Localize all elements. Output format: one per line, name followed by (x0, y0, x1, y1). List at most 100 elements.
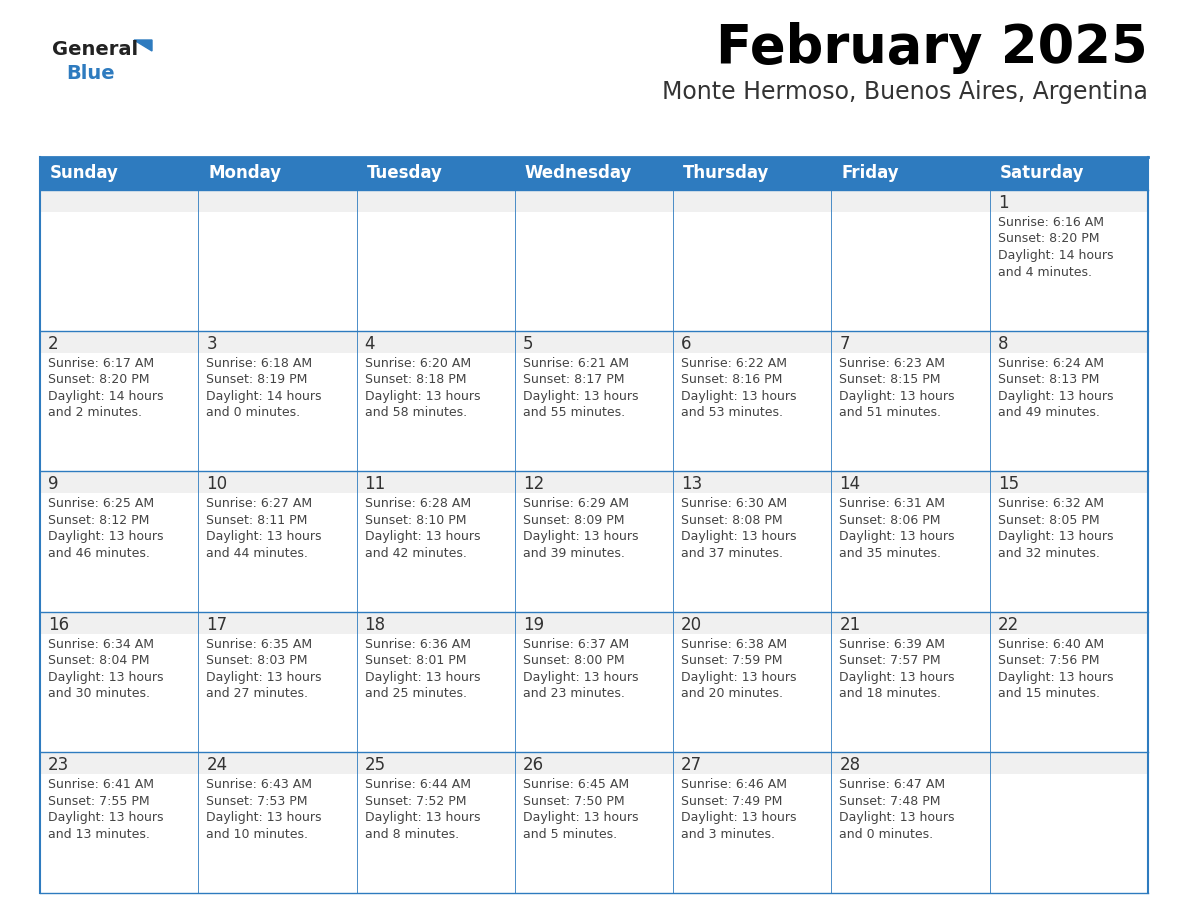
Text: Daylight: 13 hours: Daylight: 13 hours (998, 671, 1113, 684)
Text: Wednesday: Wednesday (525, 164, 632, 183)
Text: Sunset: 8:16 PM: Sunset: 8:16 PM (681, 373, 783, 386)
Text: 10: 10 (207, 476, 227, 493)
Text: and 55 minutes.: and 55 minutes. (523, 406, 625, 420)
Text: and 32 minutes.: and 32 minutes. (998, 547, 1100, 560)
Text: Sunset: 8:20 PM: Sunset: 8:20 PM (48, 373, 150, 386)
Text: Sunrise: 6:32 AM: Sunrise: 6:32 AM (998, 498, 1104, 510)
Text: Thursday: Thursday (683, 164, 770, 183)
Text: 7: 7 (840, 334, 849, 353)
Text: and 3 minutes.: and 3 minutes. (681, 828, 775, 841)
Text: Sunrise: 6:41 AM: Sunrise: 6:41 AM (48, 778, 154, 791)
Text: Daylight: 13 hours: Daylight: 13 hours (365, 812, 480, 824)
Text: Daylight: 13 hours: Daylight: 13 hours (998, 531, 1113, 543)
Text: Sunset: 8:11 PM: Sunset: 8:11 PM (207, 514, 308, 527)
Text: Sunset: 8:06 PM: Sunset: 8:06 PM (840, 514, 941, 527)
Text: Sunrise: 6:18 AM: Sunrise: 6:18 AM (207, 356, 312, 370)
Text: Sunset: 7:50 PM: Sunset: 7:50 PM (523, 795, 625, 808)
Text: Sunset: 7:56 PM: Sunset: 7:56 PM (998, 655, 1099, 667)
Text: 17: 17 (207, 616, 227, 633)
Text: Sunrise: 6:39 AM: Sunrise: 6:39 AM (840, 638, 946, 651)
Text: Sunset: 8:03 PM: Sunset: 8:03 PM (207, 655, 308, 667)
Text: Sunset: 7:53 PM: Sunset: 7:53 PM (207, 795, 308, 808)
Text: Sunrise: 6:38 AM: Sunrise: 6:38 AM (681, 638, 788, 651)
Text: Sunset: 8:04 PM: Sunset: 8:04 PM (48, 655, 150, 667)
Text: Sunset: 8:20 PM: Sunset: 8:20 PM (998, 232, 1099, 245)
Text: Sunset: 8:08 PM: Sunset: 8:08 PM (681, 514, 783, 527)
Text: 9: 9 (48, 476, 58, 493)
Text: Sunset: 8:01 PM: Sunset: 8:01 PM (365, 655, 466, 667)
Text: Sunrise: 6:46 AM: Sunrise: 6:46 AM (681, 778, 788, 791)
Text: and 30 minutes.: and 30 minutes. (48, 688, 150, 700)
Text: Daylight: 13 hours: Daylight: 13 hours (681, 389, 797, 403)
Text: Sunrise: 6:44 AM: Sunrise: 6:44 AM (365, 778, 470, 791)
Text: Sunrise: 6:40 AM: Sunrise: 6:40 AM (998, 638, 1104, 651)
Text: 28: 28 (840, 756, 860, 775)
Text: 4: 4 (365, 334, 375, 353)
Text: Sunrise: 6:31 AM: Sunrise: 6:31 AM (840, 498, 946, 510)
Text: Daylight: 13 hours: Daylight: 13 hours (840, 812, 955, 824)
Text: Sunrise: 6:21 AM: Sunrise: 6:21 AM (523, 356, 628, 370)
Bar (40, 471, 1148, 493)
Text: Daylight: 13 hours: Daylight: 13 hours (523, 531, 638, 543)
Text: Sunrise: 6:25 AM: Sunrise: 6:25 AM (48, 498, 154, 510)
Text: Sunset: 8:10 PM: Sunset: 8:10 PM (365, 514, 466, 527)
Text: Daylight: 13 hours: Daylight: 13 hours (48, 531, 164, 543)
Text: Monte Hermoso, Buenos Aires, Argentina: Monte Hermoso, Buenos Aires, Argentina (662, 80, 1148, 104)
Text: February 2025: February 2025 (716, 22, 1148, 74)
Text: 2: 2 (48, 334, 58, 353)
Text: Daylight: 13 hours: Daylight: 13 hours (998, 389, 1113, 403)
Text: Sunset: 7:59 PM: Sunset: 7:59 PM (681, 655, 783, 667)
Text: Sunset: 7:48 PM: Sunset: 7:48 PM (840, 795, 941, 808)
Text: Daylight: 13 hours: Daylight: 13 hours (681, 671, 797, 684)
Text: Sunrise: 6:22 AM: Sunrise: 6:22 AM (681, 356, 788, 370)
Text: Sunset: 8:19 PM: Sunset: 8:19 PM (207, 373, 308, 386)
Text: Daylight: 13 hours: Daylight: 13 hours (365, 671, 480, 684)
Text: and 37 minutes.: and 37 minutes. (681, 547, 783, 560)
Text: Sunrise: 6:27 AM: Sunrise: 6:27 AM (207, 498, 312, 510)
Text: and 35 minutes.: and 35 minutes. (840, 547, 941, 560)
Text: Sunset: 8:09 PM: Sunset: 8:09 PM (523, 514, 625, 527)
Text: Sunrise: 6:16 AM: Sunrise: 6:16 AM (998, 216, 1104, 229)
Text: Daylight: 13 hours: Daylight: 13 hours (523, 389, 638, 403)
Text: 22: 22 (998, 616, 1019, 633)
Text: Daylight: 13 hours: Daylight: 13 hours (48, 671, 164, 684)
Text: and 39 minutes.: and 39 minutes. (523, 547, 625, 560)
Text: and 13 minutes.: and 13 minutes. (48, 828, 150, 841)
Text: and 0 minutes.: and 0 minutes. (840, 828, 934, 841)
Text: 12: 12 (523, 476, 544, 493)
Text: 1: 1 (998, 194, 1009, 212)
Text: 25: 25 (365, 756, 386, 775)
Text: Sunrise: 6:30 AM: Sunrise: 6:30 AM (681, 498, 788, 510)
Text: 3: 3 (207, 334, 217, 353)
Text: Sunrise: 6:17 AM: Sunrise: 6:17 AM (48, 356, 154, 370)
Text: and 42 minutes.: and 42 minutes. (365, 547, 467, 560)
Text: and 4 minutes.: and 4 minutes. (998, 265, 1092, 278)
Text: Sunset: 8:17 PM: Sunset: 8:17 PM (523, 373, 625, 386)
Text: and 27 minutes.: and 27 minutes. (207, 688, 308, 700)
Text: and 58 minutes.: and 58 minutes. (365, 406, 467, 420)
Text: Sunset: 8:13 PM: Sunset: 8:13 PM (998, 373, 1099, 386)
Text: 8: 8 (998, 334, 1009, 353)
Text: Daylight: 14 hours: Daylight: 14 hours (48, 389, 164, 403)
Text: and 44 minutes.: and 44 minutes. (207, 547, 308, 560)
Text: 15: 15 (998, 476, 1019, 493)
Text: Daylight: 13 hours: Daylight: 13 hours (840, 389, 955, 403)
Text: Sunday: Sunday (50, 164, 119, 183)
Text: and 46 minutes.: and 46 minutes. (48, 547, 150, 560)
Text: Sunset: 7:57 PM: Sunset: 7:57 PM (840, 655, 941, 667)
Text: Sunrise: 6:47 AM: Sunrise: 6:47 AM (840, 778, 946, 791)
Text: and 25 minutes.: and 25 minutes. (365, 688, 467, 700)
Text: and 20 minutes.: and 20 minutes. (681, 688, 783, 700)
Text: Daylight: 13 hours: Daylight: 13 hours (681, 531, 797, 543)
Text: Sunrise: 6:24 AM: Sunrise: 6:24 AM (998, 356, 1104, 370)
Text: Daylight: 13 hours: Daylight: 13 hours (523, 671, 638, 684)
Text: Saturday: Saturday (1000, 164, 1085, 183)
Text: and 53 minutes.: and 53 minutes. (681, 406, 783, 420)
Text: Sunrise: 6:34 AM: Sunrise: 6:34 AM (48, 638, 154, 651)
Text: 13: 13 (681, 476, 702, 493)
Text: 20: 20 (681, 616, 702, 633)
Text: 21: 21 (840, 616, 860, 633)
Text: Daylight: 13 hours: Daylight: 13 hours (207, 812, 322, 824)
Text: 26: 26 (523, 756, 544, 775)
Text: Daylight: 13 hours: Daylight: 13 hours (48, 812, 164, 824)
